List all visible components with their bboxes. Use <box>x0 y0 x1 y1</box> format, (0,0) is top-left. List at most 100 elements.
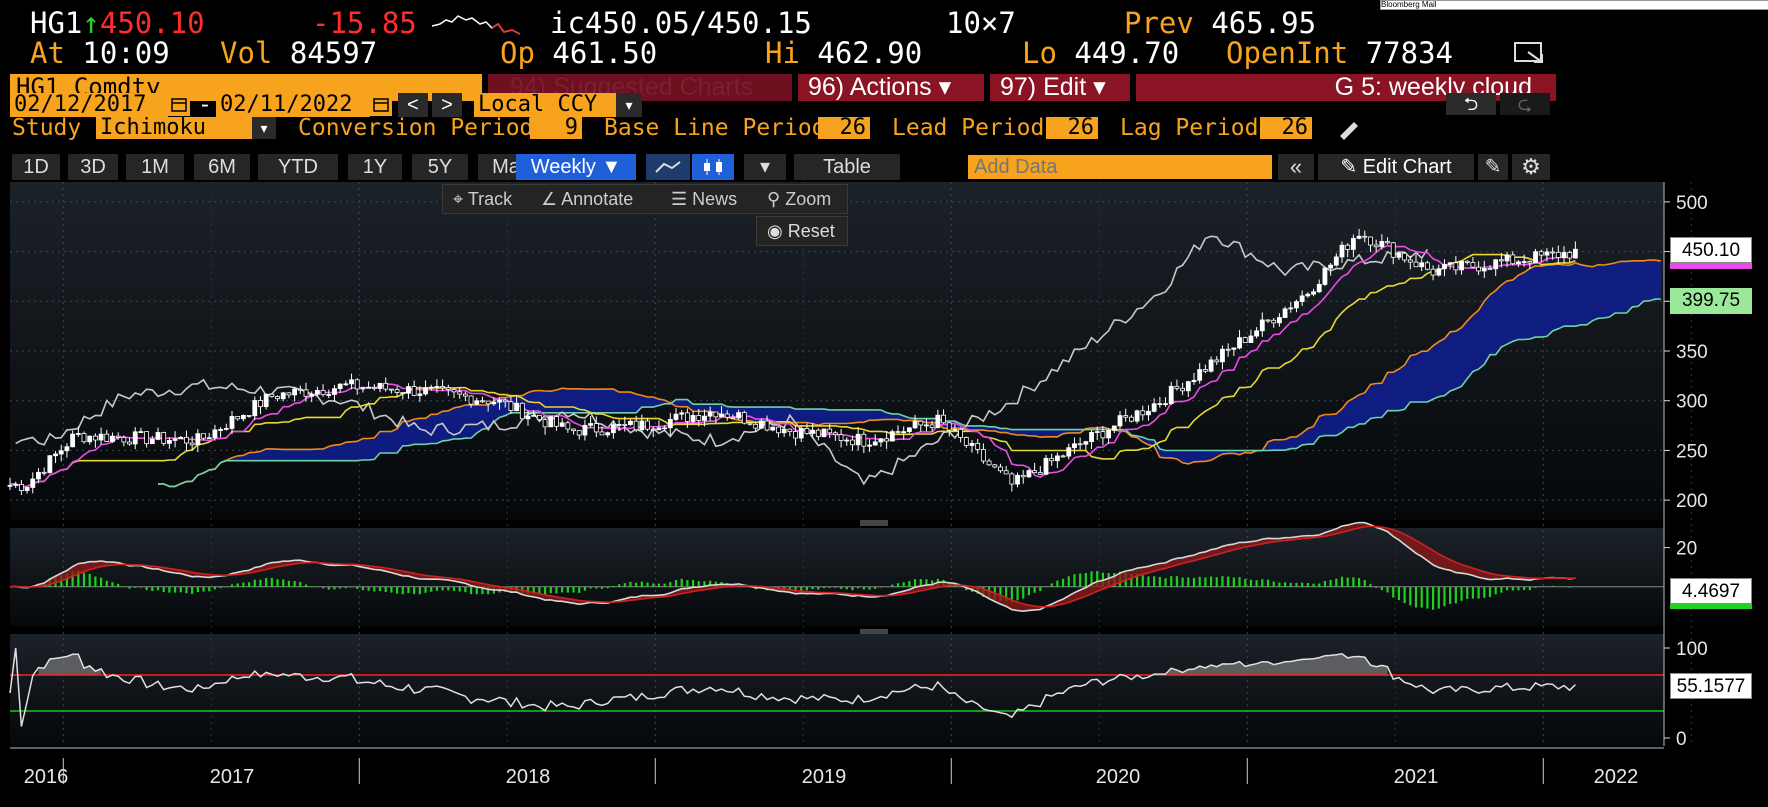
actions-menu[interactable]: 96) Actions ▾ <box>798 74 984 101</box>
candle-body <box>275 396 280 400</box>
candle-body <box>127 441 132 445</box>
calendar-icon[interactable] <box>370 94 392 116</box>
chevron-down-icon[interactable]: ▾ <box>616 93 642 117</box>
lo-value: 449.70 <box>1074 36 1180 70</box>
add-data-input[interactable] <box>968 155 1272 179</box>
candle-body <box>724 413 730 418</box>
chart-settings-icon[interactable]: ✎ <box>1478 154 1508 180</box>
conversion-period-field[interactable]: 9 <box>530 117 582 139</box>
chevron-down-icon[interactable]: ▾ <box>252 117 276 139</box>
candle-body <box>690 415 696 422</box>
period-button-6m[interactable]: 6M <box>194 154 250 180</box>
end-date-field[interactable]: 02/11/2022 <box>216 93 370 117</box>
start-date-field[interactable]: 02/12/2017 <box>10 93 168 117</box>
track-tool[interactable]: ⌖ Track <box>453 185 512 213</box>
candlestick-icon[interactable] <box>692 154 734 180</box>
lag-period-field[interactable]: 26 <box>1260 117 1312 139</box>
candle-body <box>855 433 861 446</box>
period-button-1d[interactable]: 1D <box>12 154 60 180</box>
leading-span-a-line <box>158 259 1661 488</box>
edit-menu[interactable]: 97) Edit ▾ <box>990 74 1130 101</box>
edit-chart-button[interactable]: ✎ Edit Chart <box>1318 154 1474 180</box>
undo-button[interactable]: ⮌ <box>1446 93 1496 115</box>
gear-icon[interactable]: ⚙ <box>1512 154 1550 180</box>
y-tick-label: 200 <box>1676 491 1708 512</box>
candle-body <box>684 412 690 422</box>
prev-range-button[interactable]: < <box>398 93 428 117</box>
base-line-period-field[interactable]: 26 <box>818 117 870 139</box>
ticker: HG1 <box>30 6 83 40</box>
candle-body <box>941 414 946 424</box>
calendar-icon[interactable] <box>168 94 190 116</box>
candle-body <box>633 420 639 431</box>
candle-body <box>218 429 224 431</box>
next-range-button[interactable]: > <box>432 93 462 117</box>
currency-select[interactable]: Local CCY <box>474 93 616 117</box>
candle-body <box>417 393 423 396</box>
y-tick-label: 500 <box>1676 193 1708 214</box>
add-data-field[interactable] <box>968 155 1272 179</box>
candle-body <box>1288 307 1294 310</box>
table-button[interactable]: Table <box>794 154 900 180</box>
line-chart-icon[interactable] <box>646 154 690 180</box>
openint-value: 77834 <box>1365 36 1453 70</box>
collapse-icon[interactable]: « <box>1278 154 1314 180</box>
frequency-select[interactable]: Weekly ▼ <box>516 154 636 180</box>
candle-body <box>172 438 178 441</box>
hi-label: Hi <box>765 36 800 70</box>
period-button-3d[interactable]: 3D <box>68 154 118 180</box>
candle-body <box>1117 415 1123 427</box>
candle-body <box>815 429 821 437</box>
macd-y-tick-label: 20 <box>1676 539 1697 560</box>
candle-body <box>918 420 924 426</box>
chevron-down-icon[interactable]: ▾ <box>744 154 786 180</box>
base-line-period-label: Base Line Period <box>604 115 826 141</box>
period-button-1y[interactable]: 1Y <box>348 154 402 180</box>
pencil-icon: ∠ <box>541 189 558 209</box>
candle-body <box>138 431 144 434</box>
candle-body <box>878 438 884 443</box>
pencil-icon[interactable] <box>1336 118 1362 140</box>
candle-body <box>810 429 816 434</box>
bloomberg-mail-tab[interactable]: Bloomberg Mail <box>1380 0 1768 10</box>
candle-body <box>1430 268 1436 276</box>
candle-body <box>87 435 93 443</box>
period-button-1m[interactable]: 1M <box>126 154 184 180</box>
annotate-tool[interactable]: ∠ Annotate <box>541 185 633 213</box>
reset-button[interactable]: ◉ Reset <box>756 216 848 246</box>
lead-period-field[interactable]: 26 <box>1046 117 1098 139</box>
candle-body <box>1368 236 1373 246</box>
candle-body <box>1254 330 1260 337</box>
candle-body <box>884 438 890 442</box>
candle-body <box>605 432 611 436</box>
candle-body <box>1242 337 1248 343</box>
candle-body <box>366 386 372 389</box>
period-button-ytd[interactable]: YTD <box>258 154 338 180</box>
redo-button[interactable]: ⮎ <box>1500 93 1550 115</box>
period-button-5y[interactable]: 5Y <box>412 154 468 180</box>
candle-body <box>383 382 389 390</box>
study-select[interactable]: Ichimoku <box>96 117 252 139</box>
screenshot-icon[interactable] <box>1512 40 1552 68</box>
base-line <box>10 253 1576 488</box>
candle-body <box>1020 474 1026 478</box>
hi-value: 462.90 <box>817 36 923 70</box>
ichimoku-cloud <box>158 260 1661 487</box>
candle-body <box>1180 387 1186 392</box>
candle-body <box>1037 472 1043 475</box>
candle-body <box>223 428 229 430</box>
candle-body <box>531 414 537 417</box>
candle-body <box>388 388 394 391</box>
candle-body <box>400 392 406 394</box>
candle-body <box>18 483 24 491</box>
candle-body <box>354 379 360 390</box>
zoom-tool[interactable]: ⚲ Zoom <box>767 185 831 213</box>
news-tool[interactable]: ☰ News <box>671 185 737 213</box>
candle-body <box>1214 359 1220 363</box>
candle-body <box>610 424 616 434</box>
candle-body <box>1168 385 1174 405</box>
candle-body <box>178 436 184 440</box>
candle-body <box>1550 251 1556 254</box>
last-price: 450.10 <box>99 6 205 40</box>
